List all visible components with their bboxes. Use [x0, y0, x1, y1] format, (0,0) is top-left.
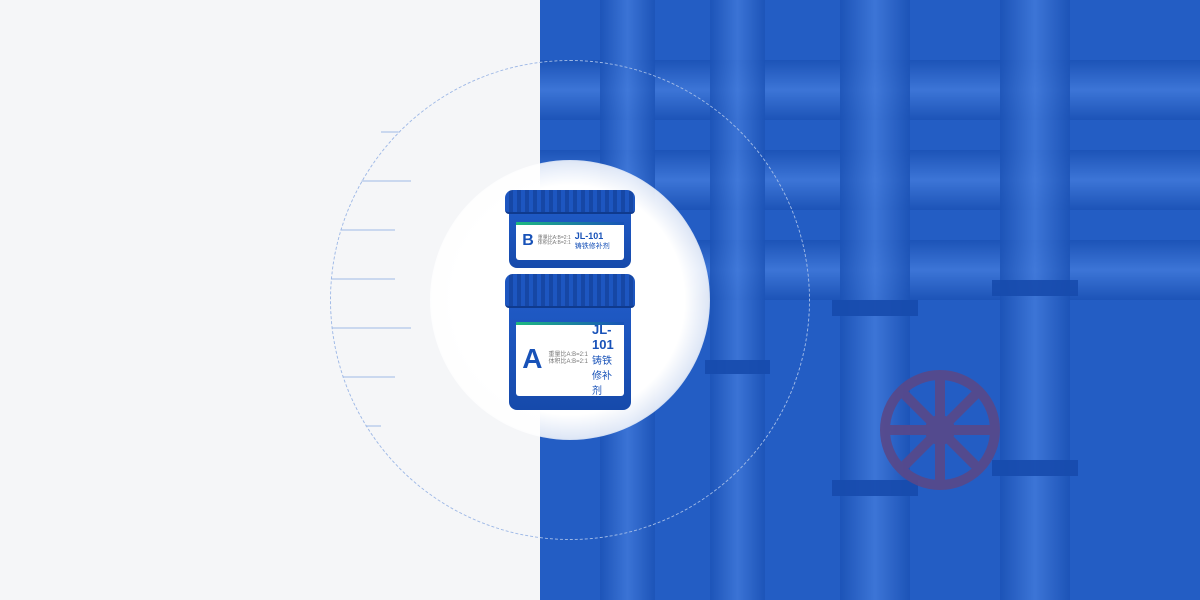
- jar-a: A 重量比A:B=2:1 体积比A:B=2:1 JL-101 铸铁修补剂: [505, 274, 635, 414]
- jar-a-name: 铸铁修补剂: [592, 352, 618, 397]
- jar-a-letter: A: [522, 343, 542, 375]
- jar-b-name: 铸铁修补剂: [575, 241, 618, 251]
- jar-b-letter: B: [522, 232, 534, 250]
- jar-b: B 重量比A:B=2:1 体积比A:B=2:1 JL-101 铸铁修补剂: [505, 190, 635, 270]
- product-image: B 重量比A:B=2:1 体积比A:B=2:1 JL-101 铸铁修补剂 A 重…: [505, 190, 635, 420]
- jar-b-code: JL-101: [575, 231, 618, 241]
- jar-a-code: JL-101: [592, 322, 618, 352]
